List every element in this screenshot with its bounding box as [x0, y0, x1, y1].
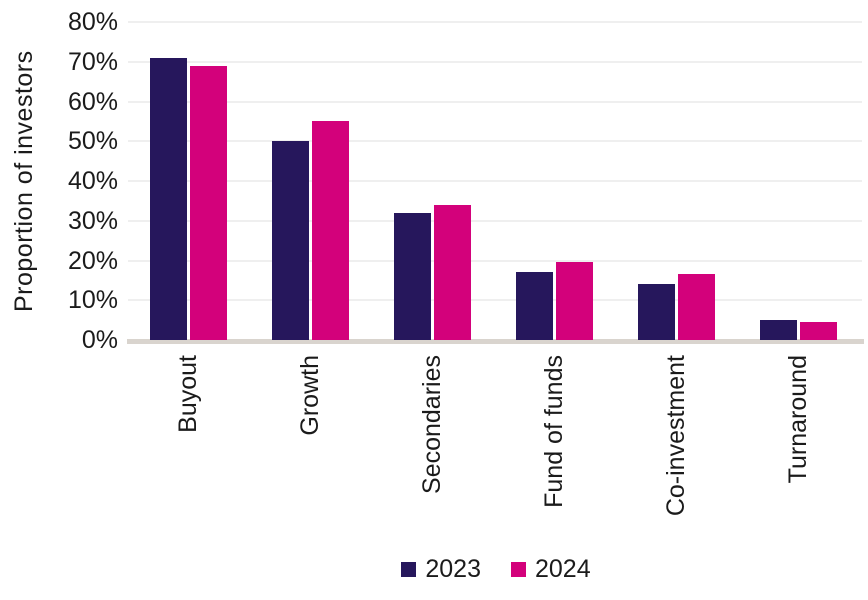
y-tick-label-80: 80% [67, 8, 118, 36]
gridline-60 [128, 100, 862, 103]
bar-2023-fund-of-funds [515, 272, 553, 340]
bar-2024-secondaries [433, 205, 471, 340]
gridline-40 [128, 180, 862, 182]
y-tick-label-0: 0% [81, 326, 118, 354]
y-tick-label-50: 50% [67, 127, 118, 156]
gridline-80 [128, 21, 862, 23]
legend-label-2023: 2023 [425, 555, 481, 583]
legend-item-2023: 2023 [401, 555, 481, 584]
bar-2024-co-investment [677, 274, 715, 340]
x-label-co-investment: Co-investment [662, 355, 690, 517]
plot-area [127, 21, 864, 344]
bar-group-growth [271, 121, 349, 340]
gridline-10 [128, 299, 862, 302]
bar-group-turnaround [759, 320, 837, 340]
legend-swatch-2024 [511, 562, 526, 577]
x-label-fund-of-funds: Fund of funds [540, 355, 568, 508]
bar-group-co-investment [637, 274, 715, 340]
x-label-turnaround: Turnaround [784, 355, 812, 484]
bar-2024-growth [311, 121, 349, 340]
bar-2023-secondaries [393, 213, 431, 340]
bar-2024-turnaround [799, 322, 837, 340]
legend: 2023 2024 [130, 555, 862, 584]
x-label-secondaries: Secondaries [418, 355, 446, 494]
gridline-70 [128, 60, 862, 63]
legend-label-2024: 2024 [535, 555, 591, 583]
y-tick-label-10: 10% [67, 286, 118, 315]
bar-group-secondaries [393, 205, 471, 340]
legend-swatch-2023 [401, 562, 417, 577]
bar-2024-fund-of-funds [555, 262, 593, 340]
bar-2023-co-investment [637, 284, 675, 340]
x-label-growth: Growth [296, 355, 324, 436]
x-axis-line [127, 339, 864, 344]
x-label-buyout: Buyout [174, 355, 202, 433]
bar-2024-buyout [189, 66, 227, 340]
y-tick-label-30: 30% [67, 206, 118, 235]
gridline-30 [128, 219, 862, 222]
gridline-20 [128, 259, 862, 262]
bar-group-fund-of-funds [515, 262, 593, 340]
bar-2023-turnaround [759, 320, 797, 340]
y-tick-label-60: 60% [67, 87, 118, 116]
legend-item-2024: 2024 [511, 555, 591, 584]
y-tick-label-70: 70% [67, 47, 118, 76]
bar-group-buyout [149, 58, 227, 340]
bar-2023-growth [271, 141, 309, 340]
gridline-50 [128, 140, 862, 143]
y-tick-label-20: 20% [67, 246, 118, 275]
bar-2023-buyout [149, 58, 187, 340]
y-tick-label-40: 40% [67, 167, 118, 195]
